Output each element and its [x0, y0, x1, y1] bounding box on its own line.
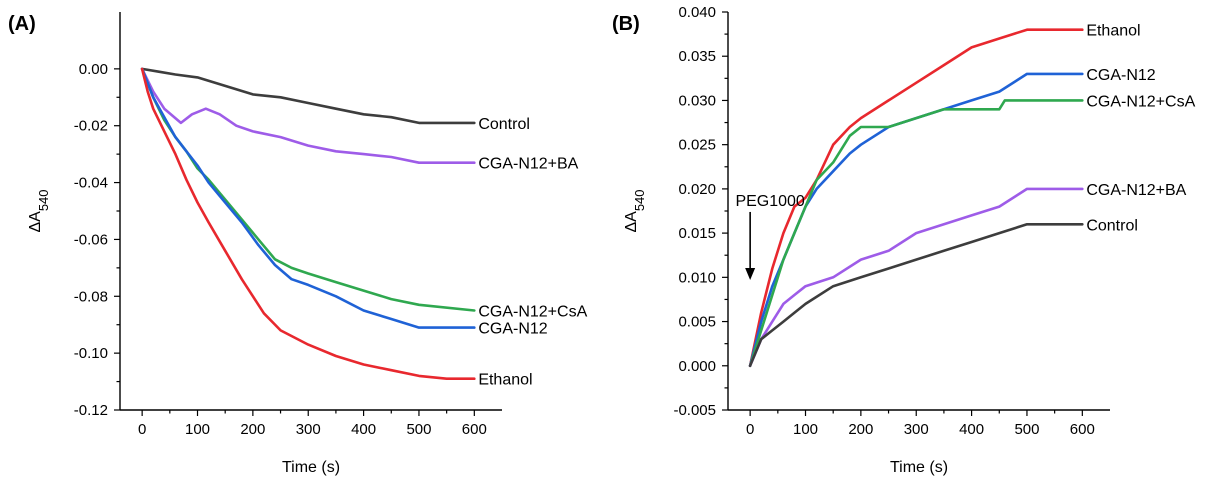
y-axis-label: ΔA540: [27, 189, 51, 232]
panel-b: (B) 0 100 200 300 400 500 600 -0.005 0.000 0.005 0.…: [612, 4, 1196, 476]
x-tick-label: 300: [904, 421, 929, 438]
x-tick-label: 300: [296, 421, 321, 438]
series-label: CGA-N12+CsA: [1086, 93, 1195, 110]
x-tick-label: 100: [793, 421, 818, 438]
x-axis-label: Time (s): [282, 459, 340, 476]
series-label: CGA-N12: [478, 321, 547, 338]
y-tick-label: -0.02: [74, 118, 108, 135]
x-tick-label: 500: [1014, 421, 1039, 438]
series-label: CGA-N12+BA: [478, 156, 578, 173]
y-tick-label: -0.08: [74, 288, 108, 305]
series-line-cga-n12-ba: [748, 187, 1084, 368]
series-label: Ethanol: [478, 372, 532, 389]
series-label: CGA-N12+CsA: [478, 304, 587, 321]
y-axis-label-sub: 540: [36, 189, 51, 211]
x-tick-label: 500: [406, 421, 431, 438]
series-line-cga-n12-ba: [140, 67, 476, 164]
series-line-control: [748, 223, 1084, 368]
x-tick-label: 0: [746, 421, 754, 438]
y-axis-label-main: ΔA: [27, 211, 44, 233]
y-tick-label: 0.015: [678, 225, 716, 242]
x-tick-label: 0: [138, 421, 146, 438]
y-tick-label: 0.020: [678, 181, 716, 198]
y-tick-label: 0.00: [79, 61, 108, 78]
x-tick-label: 400: [351, 421, 376, 438]
y-tick-label: -0.04: [74, 175, 108, 192]
series-line-ethanol: [140, 67, 476, 380]
x-tick-label: 200: [240, 421, 265, 438]
panel-label: (A): [8, 13, 36, 35]
series-label: CGA-N12+BA: [1086, 182, 1186, 199]
series-label: Control: [1086, 217, 1138, 234]
y-axis-label-sub: 540: [632, 189, 647, 211]
arrow-down-icon: [745, 267, 756, 280]
y-tick-label: 0.040: [678, 4, 716, 21]
y-tick-label: 0.010: [678, 269, 716, 286]
y-tick-label: -0.12: [74, 402, 108, 419]
y-axis-label: ΔA540: [623, 189, 647, 232]
series-label: CGA-N12: [1086, 67, 1155, 84]
annotation-label: PEG1000: [735, 193, 804, 210]
x-axis-label: Time (s): [890, 459, 948, 476]
series-label: Ethanol: [1086, 23, 1140, 40]
y-tick-label: 0.000: [678, 358, 716, 375]
y-tick-label: 0.005: [678, 314, 716, 331]
y-tick-label: -0.06: [74, 231, 108, 248]
x-tick-label: 100: [185, 421, 210, 438]
series-line-control: [140, 67, 476, 125]
y-axis-label-main: ΔA: [623, 211, 640, 233]
y-tick-label: -0.005: [673, 402, 716, 419]
y-tick-label: -0.10: [74, 345, 108, 362]
series-label: Control: [478, 116, 530, 133]
series-line-cga-n12: [140, 67, 476, 329]
x-tick-label: 600: [462, 421, 487, 438]
x-tick-label: 600: [1070, 421, 1095, 438]
series-line-cga-n12-csa: [748, 99, 1084, 368]
x-tick-label: 400: [959, 421, 984, 438]
panel-a: (A) 0 100 200 300 400 500 600 -0.12 -0.10 -0.08 -0.…: [8, 12, 588, 476]
y-tick-label: 0.025: [678, 137, 716, 154]
y-tick-label: 0.035: [678, 48, 716, 65]
series-line-ethanol: [748, 28, 1084, 368]
x-tick-label: 200: [848, 421, 873, 438]
y-tick-label: 0.030: [678, 92, 716, 109]
panel-label: (B): [612, 13, 640, 35]
